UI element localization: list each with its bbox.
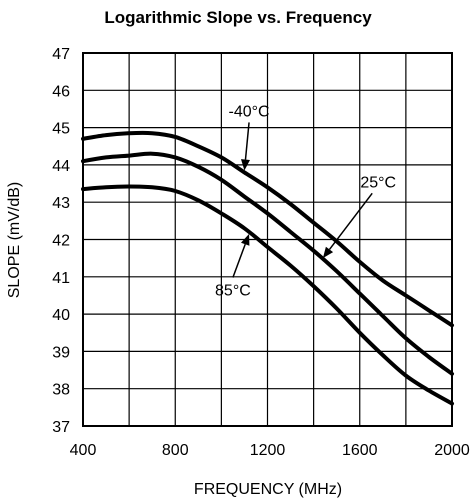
annotation-label: 85°C: [215, 282, 251, 299]
annotation-arrow-head: [241, 159, 250, 171]
series-lines: [81, 130, 454, 406]
y-tick-label: 42: [52, 233, 70, 250]
annotation-label: -40°C: [229, 103, 270, 120]
y-tick-label: 45: [52, 121, 70, 138]
y-tick-label: 38: [52, 382, 70, 399]
y-tick-label: 43: [52, 195, 70, 212]
annotation-arrow-head: [241, 233, 250, 246]
annotation-arrow-line: [232, 243, 246, 278]
y-tick-label: 44: [52, 158, 70, 175]
y-axis-label: SLOPE (mV/dB): [6, 182, 23, 298]
x-tick-label: 800: [162, 442, 189, 459]
y-tick-label: 41: [52, 270, 70, 287]
annotation-label: 25°C: [360, 174, 396, 191]
series-line-25-c: [81, 151, 454, 376]
annotation-arrow-line: [328, 192, 373, 250]
series-line-40-c: [81, 130, 454, 328]
plot-area-frame: [82, 52, 453, 427]
y-axis-ticks: 37 38 39 40 41 42 43 44 45 46 47: [52, 46, 70, 436]
y-tick-label: 46: [52, 83, 70, 100]
x-tick-label: 1600: [342, 442, 378, 459]
x-axis-label: FREQUENCY (MHz): [194, 481, 342, 498]
y-tick-label: 47: [52, 46, 70, 63]
y-tick-label: 40: [52, 307, 70, 324]
x-tick-label: 400: [70, 442, 97, 459]
annotation-arrow-head: [322, 246, 334, 259]
y-tick-label: 39: [52, 344, 70, 361]
annotations: -40°C 25°C 85°C: [215, 103, 396, 299]
annotation-arrow-line: [244, 122, 250, 160]
series-line-85-c: [81, 184, 454, 406]
x-tick-label: 2000: [434, 442, 470, 459]
y-tick-label: 37: [52, 419, 70, 436]
x-axis-ticks: 400 800 1200 1600 2000: [70, 442, 470, 459]
chart-title: Logarithmic Slope vs. Frequency: [104, 8, 372, 27]
x-tick-label: 1200: [250, 442, 286, 459]
